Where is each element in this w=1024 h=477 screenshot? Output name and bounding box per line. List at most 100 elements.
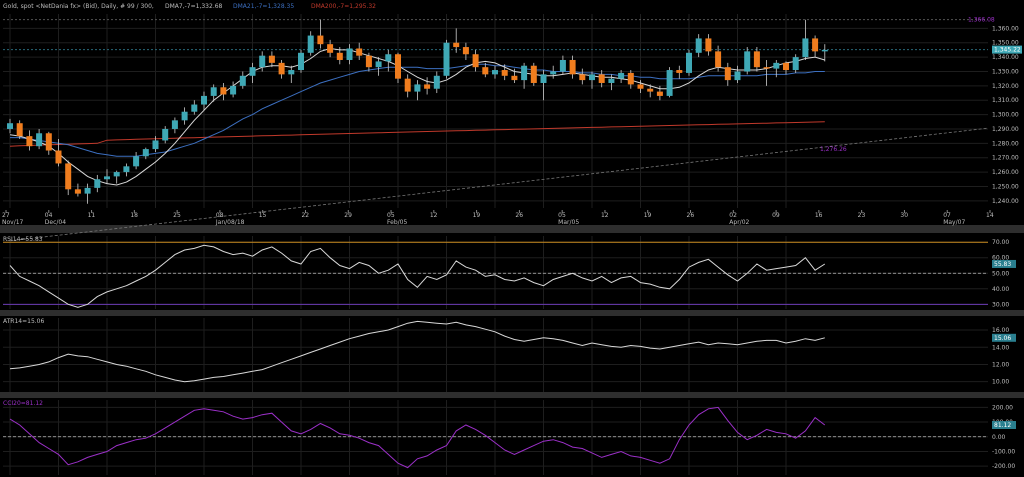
rsi-panel: 70.00 60.00 50.00 40.00 30.00 55.83 — [3, 236, 1016, 309]
x-tick-label: 19 — [473, 212, 481, 219]
candle-body — [569, 59, 576, 75]
candle-body — [230, 85, 237, 95]
candle-body — [462, 47, 469, 55]
candle-body — [181, 111, 188, 121]
panel-separator[interactable] — [0, 392, 1024, 398]
x-tick-label: 12 — [601, 212, 609, 219]
candle-body — [336, 52, 343, 60]
atr-panel: 16.00 14.00 12.00 10.00 15.06 — [3, 318, 1016, 392]
candle-body — [16, 123, 23, 137]
candle-body — [36, 133, 43, 147]
candle-body — [734, 71, 741, 81]
x-tick-label: 04 — [45, 212, 53, 219]
indicator-tick-label: 12.00 — [992, 361, 1009, 368]
candle-body — [191, 104, 198, 112]
candle-body — [171, 120, 178, 129]
candle-body — [783, 62, 789, 71]
x-tick-label: 29 — [344, 212, 352, 219]
rsi-label: RSI14=55.83 — [3, 236, 43, 243]
candle-body — [618, 72, 625, 79]
candle-body — [152, 140, 159, 150]
candle-body — [744, 51, 751, 72]
candle-body — [666, 70, 673, 96]
candle-body — [695, 38, 702, 53]
candle-body — [268, 55, 275, 63]
price-tick-label: 1,240.00 — [992, 198, 1019, 205]
candle-body — [812, 38, 819, 52]
candle-body — [492, 70, 498, 75]
candle-body — [45, 133, 52, 151]
x-tick-label: 15 — [259, 212, 267, 219]
x-month-label: Feb/05 — [387, 219, 407, 226]
candle-body — [443, 42, 450, 76]
candle-body — [589, 74, 595, 81]
candle-body — [162, 128, 169, 141]
candle-body — [288, 70, 295, 75]
x-tick-label: 16 — [815, 212, 823, 219]
indicator-line — [9, 320, 825, 383]
last-price-label: 1,345.22 — [994, 47, 1021, 54]
price-tick-label: 1,330.00 — [992, 68, 1019, 75]
x-axis: 27 04 11 18 25 08 15 22 29 05 12 19 26 05 12 19 26 02 09 16… — [2, 210, 994, 226]
x-tick-label: 05 — [387, 212, 395, 219]
candle-body — [647, 88, 654, 92]
dma7-line — [9, 47, 825, 186]
indicator-tick-label: 70.00 — [992, 239, 1009, 246]
candle-body — [365, 55, 372, 68]
candle-body — [753, 51, 760, 68]
instrument-title: Gold, spot <NetDania fx> (Bid), Daily, #… — [3, 3, 154, 10]
x-tick-label: 19 — [644, 212, 652, 219]
candle-body — [220, 87, 227, 95]
x-tick-label: 09 — [772, 212, 780, 219]
candle-body — [317, 35, 324, 45]
candle-body — [307, 35, 314, 53]
candle-body — [598, 74, 605, 83]
x-month-label: Dec/04 — [45, 219, 66, 226]
x-month-label: Nov/17 — [2, 219, 24, 226]
indicator-line — [9, 406, 826, 469]
candle-body — [7, 123, 13, 129]
x-month-label: Mar/05 — [558, 219, 579, 226]
price-panel: 1,360.00 1,350.00 1,340.00 1,330.00 1,320.00… — [3, 14, 1022, 242]
x-tick-label: 07 — [943, 212, 951, 219]
price-tick-label: 1,290.00 — [992, 126, 1019, 133]
candle-body — [104, 176, 110, 180]
x-tick-label: 05 — [558, 212, 566, 219]
last-price-box — [992, 45, 1022, 54]
price-tick-label: 1,260.00 — [992, 169, 1019, 176]
candle-body — [113, 172, 120, 177]
indicator-tick-label: 40.00 — [992, 286, 1009, 293]
candle-body — [559, 59, 566, 72]
x-tick-label: 22 — [301, 212, 309, 219]
panel-separator[interactable] — [0, 310, 1024, 316]
cci-label: CCI20=81.12 — [3, 400, 43, 407]
indicator-value-label: 55.83 — [994, 261, 1011, 268]
candle-body — [802, 38, 809, 58]
candle-body — [375, 61, 382, 68]
candle-body — [346, 48, 353, 60]
price-tick-label: 1,270.00 — [992, 155, 1019, 162]
dma21-legend: DMA21,-7=1,328.35 — [233, 3, 294, 10]
candle-body — [656, 91, 663, 96]
candle-body — [821, 49, 828, 52]
indicator-value-label: 81.12 — [994, 422, 1011, 429]
panel-separator[interactable] — [0, 225, 1024, 233]
indicator-tick-label: 14.00 — [992, 344, 1009, 351]
atr-label: ATR14=15.06 — [3, 318, 44, 325]
candle-body — [530, 65, 537, 83]
indicator-tick-label: 30.00 — [992, 301, 1009, 308]
candle-body — [74, 189, 81, 194]
x-tick-label: 02 — [729, 212, 737, 219]
candle-body — [404, 78, 411, 92]
indicator-value-box — [992, 421, 1016, 429]
indicator-value-box — [992, 259, 1016, 268]
candle-body — [540, 74, 547, 83]
candle-body — [298, 52, 304, 71]
dma200-legend: DMA200,-7=1,295.32 — [311, 3, 376, 10]
trend-line — [9, 127, 989, 242]
candle-body — [773, 62, 780, 69]
x-tick-label: 26 — [687, 212, 695, 219]
